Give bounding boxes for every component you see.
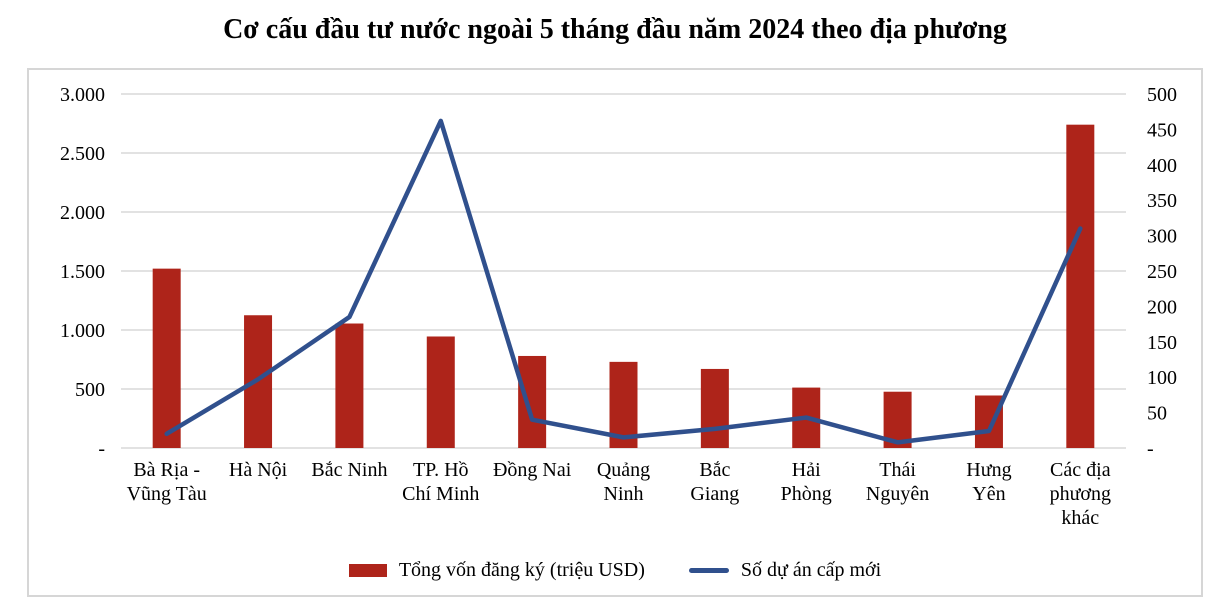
legend-item-line-series: Số dự án cấp mới bbox=[688, 559, 882, 582]
bar-4 bbox=[518, 355, 547, 448]
y-axis-right-tick-label: 150 bbox=[1147, 332, 1177, 354]
x-axis-category-label: Hà Nội bbox=[229, 459, 288, 481]
bar-9 bbox=[974, 395, 1003, 448]
x-axis-category-label: Hưng Yên bbox=[966, 459, 1011, 505]
y-axis-right-tick-label: 350 bbox=[1147, 190, 1177, 212]
x-axis-category-label: Thái Nguyên bbox=[866, 459, 929, 505]
x-axis-category-label: Đồng Nai bbox=[493, 459, 572, 481]
x-axis-category-label: Các địa phương khác bbox=[1050, 459, 1111, 529]
y-axis-left-tick-label: 1.500 bbox=[60, 261, 105, 283]
y-axis-right-tick-label: 250 bbox=[1147, 261, 1177, 283]
bar-3 bbox=[426, 336, 455, 448]
y-axis-left-tick-label: 1.000 bbox=[60, 320, 105, 342]
line-series-swatch-icon bbox=[688, 568, 729, 573]
bar-10 bbox=[1066, 124, 1095, 449]
y-axis-right-tick-label: 50 bbox=[1147, 403, 1167, 425]
y-axis-right-tick-label: 200 bbox=[1147, 296, 1177, 318]
x-axis-category-label: Bắc Giang bbox=[690, 459, 739, 505]
legend-label-bar-series: Tổng vốn đăng ký (triệu USD) bbox=[398, 559, 645, 581]
y-axis-left-tick-label: 500 bbox=[75, 379, 105, 401]
x-axis-category-label: Quảng Ninh bbox=[597, 459, 650, 505]
bar-6 bbox=[700, 368, 729, 448]
y-axis-left-tick-label: - bbox=[98, 438, 105, 460]
combo-chart-plot: - 500 1.000 1.500 2.000 2.500 3.000 - 50 100 150 20… bbox=[60, 84, 1177, 529]
y-axis-right-tick-label: 400 bbox=[1147, 155, 1177, 177]
y-axis-right-tick-label: - bbox=[1147, 438, 1154, 460]
y-axis-right-tick-label: 300 bbox=[1147, 226, 1177, 248]
legend-label-line-series: Số dự án cấp mới bbox=[740, 559, 882, 581]
y-axis-left-tick-label: 3.000 bbox=[60, 84, 105, 106]
chart-frame: - 500 1.000 1.500 2.000 2.500 3.000 - 50 100 150 20… bbox=[27, 68, 1203, 597]
y-axis-right-tick-label: 500 bbox=[1147, 84, 1177, 106]
line-series bbox=[164, 118, 1083, 445]
bar-series-swatch-icon bbox=[348, 564, 387, 577]
chart-title: Cơ cấu đầu tư nước ngoài 5 tháng đầu năm… bbox=[223, 14, 1007, 45]
y-axis-right-tick-label: 450 bbox=[1147, 119, 1177, 141]
legend-item-bar-series: Tổng vốn đăng ký (triệu USD) bbox=[348, 559, 645, 582]
x-axis-category-label: TP. Hồ Chí Minh bbox=[402, 459, 479, 505]
x-axis-category-label: Bắc Ninh bbox=[311, 459, 387, 481]
x-axis-category-label: Bà Rịa -Vũng Tàu bbox=[127, 459, 207, 505]
y-axis-left-tick-label: 2.500 bbox=[60, 143, 105, 165]
bar-2 bbox=[335, 323, 364, 448]
chart-legend: Tổng vốn đăng ký (triệu USD) Số dự án cấ… bbox=[29, 559, 1201, 582]
bar-0 bbox=[152, 268, 181, 448]
y-axis-right-tick-label: 100 bbox=[1147, 367, 1177, 389]
x-axis-category-label: Hải Phòng bbox=[781, 459, 832, 505]
y-axis-left-tick-label: 2.000 bbox=[60, 202, 105, 224]
